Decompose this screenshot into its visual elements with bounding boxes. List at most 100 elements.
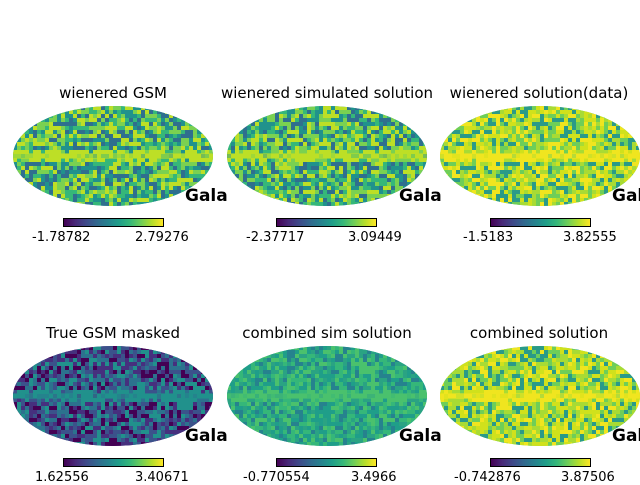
map-pixel (383, 114, 387, 118)
map-pixel (608, 166, 612, 170)
map-pixel (45, 378, 49, 382)
map-pixel (596, 142, 600, 146)
map-pixel (488, 198, 492, 202)
map-pixel (129, 402, 133, 406)
map-pixel (472, 202, 476, 206)
map-pixel (17, 106, 21, 110)
map-pixel (399, 114, 403, 118)
map-pixel (371, 114, 375, 118)
map-pixel (193, 374, 197, 378)
map-pixel (440, 174, 444, 178)
map-pixel (299, 106, 303, 110)
map-pixel (137, 422, 141, 426)
map-pixel (117, 134, 121, 138)
map-pixel (279, 130, 283, 134)
map-pixel (307, 126, 311, 130)
map-pixel (33, 158, 37, 162)
map-pixel (411, 158, 415, 162)
map-pixel (636, 110, 640, 114)
map-pixel (97, 398, 101, 402)
map-pixel (177, 126, 181, 130)
map-pixel (540, 110, 544, 114)
map-pixel (303, 110, 307, 114)
map-pixel (632, 110, 636, 114)
map-pixel (319, 130, 323, 134)
map-pixel (407, 118, 411, 122)
map-pixel (243, 174, 247, 178)
map-pixel (49, 178, 53, 182)
map-pixel (283, 198, 287, 202)
map-pixel (295, 198, 299, 202)
map-pixel (544, 142, 548, 146)
map-pixel (49, 378, 53, 382)
map-pixel (165, 166, 169, 170)
map-pixel (101, 430, 105, 434)
map-pixel (65, 186, 69, 190)
map-pixel (243, 158, 247, 162)
map-pixel (165, 138, 169, 142)
map-pixel (37, 106, 41, 110)
map-pixel (516, 146, 520, 150)
map-pixel (17, 130, 21, 134)
map-pixel (45, 430, 49, 434)
map-pixel (93, 438, 97, 442)
map-pixel (235, 146, 239, 150)
map-pixel (480, 202, 484, 206)
map-pixel (157, 162, 161, 166)
map-pixel (49, 350, 53, 354)
map-pixel (113, 378, 117, 382)
map-pixel (177, 198, 181, 202)
map-pixel (17, 198, 21, 202)
map-pixel (395, 162, 399, 166)
map-pixel (45, 422, 49, 426)
map-pixel (564, 146, 568, 150)
map-pixel (149, 126, 153, 130)
map-pixel (85, 418, 89, 422)
map-pixel (419, 118, 423, 122)
map-pixel (189, 110, 193, 114)
map-pixel (239, 126, 243, 130)
map-pixel (21, 370, 25, 374)
map-pixel (295, 174, 299, 178)
map-pixel (81, 178, 85, 182)
map-pixel (568, 162, 572, 166)
map-pixel (560, 178, 564, 182)
map-pixel (57, 418, 61, 422)
map-pixel (189, 410, 193, 414)
map-pixel (359, 138, 363, 142)
map-pixel (25, 130, 29, 134)
map-pixel (33, 418, 37, 422)
map-pixel (117, 186, 121, 190)
map-pixel (552, 158, 556, 162)
map-pixel (169, 198, 173, 202)
map-pixel (444, 198, 448, 202)
map-pixel (544, 194, 548, 198)
map-pixel (415, 166, 419, 170)
map-pixel (331, 130, 335, 134)
map-pixel (604, 146, 608, 150)
map-pixel (205, 178, 209, 182)
map-pixel (548, 126, 552, 130)
map-pixel (604, 150, 608, 154)
map-pixel (53, 406, 57, 410)
map-pixel (73, 362, 77, 366)
map-pixel (283, 174, 287, 178)
map-pixel (315, 130, 319, 134)
map-pixel (279, 126, 283, 130)
map-pixel (532, 182, 536, 186)
map-pixel (496, 142, 500, 146)
map-pixel (165, 130, 169, 134)
map-pixel (197, 162, 201, 166)
map-pixel (592, 186, 596, 190)
map-pixel (125, 390, 129, 394)
map-pixel (17, 422, 21, 426)
map-pixel (247, 130, 251, 134)
map-pixel (275, 114, 279, 118)
map-pixel (69, 442, 73, 446)
map-pixel (267, 186, 271, 190)
map-pixel (231, 126, 235, 130)
map-pixel (488, 106, 492, 110)
map-pixel (61, 366, 65, 370)
map-pixel (157, 110, 161, 114)
map-pixel (399, 174, 403, 178)
